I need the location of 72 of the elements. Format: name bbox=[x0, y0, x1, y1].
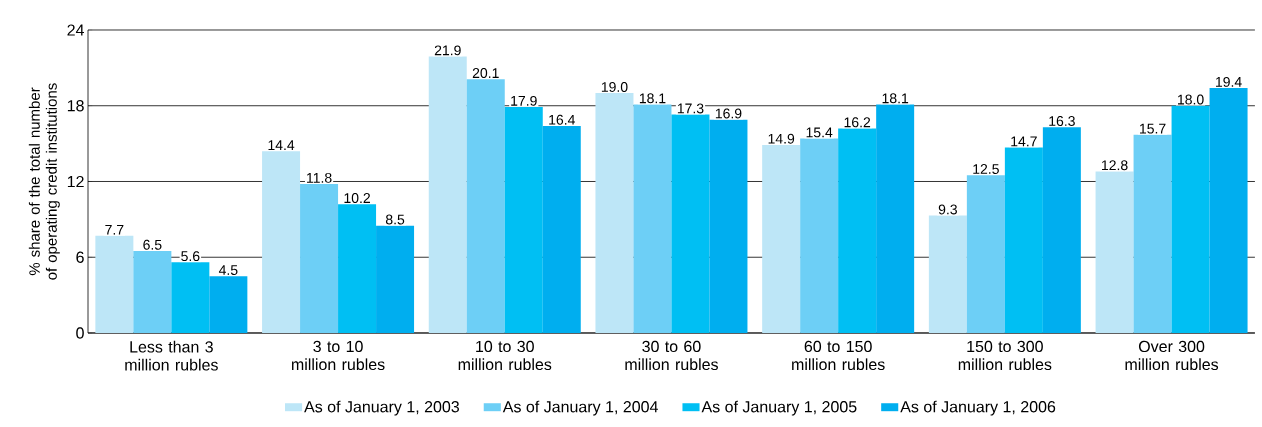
bar bbox=[542, 125, 581, 333]
bar bbox=[966, 175, 1005, 333]
bar bbox=[876, 104, 915, 333]
y-tick-label: 12 bbox=[67, 175, 84, 188]
bar bbox=[1171, 105, 1210, 333]
y-axis-title: % share of the total number of operating credit institutions bbox=[28, 83, 60, 280]
bar bbox=[633, 104, 672, 333]
legend-label: As of January 1, 2006 bbox=[900, 400, 1056, 416]
x-tick-label: Less than 3 million rubles bbox=[125, 340, 218, 371]
bar bbox=[95, 235, 134, 333]
bar bbox=[1004, 147, 1043, 333]
bar bbox=[504, 107, 543, 333]
bar bbox=[209, 276, 248, 333]
bar bbox=[762, 144, 801, 333]
bar bbox=[1095, 171, 1134, 333]
data-label: 12.8 bbox=[1102, 160, 1128, 171]
data-label: 21.9 bbox=[434, 45, 461, 56]
x-tick-label: 10 to 30 million rubles bbox=[458, 340, 552, 371]
data-label: 19.4 bbox=[1216, 76, 1242, 87]
bar bbox=[838, 128, 877, 333]
data-label: 16.2 bbox=[844, 117, 871, 128]
bar bbox=[671, 114, 710, 333]
data-label: 14.4 bbox=[268, 140, 295, 150]
legend-label: As of January 1, 2005 bbox=[701, 400, 857, 416]
bar bbox=[800, 138, 839, 333]
data-label: 18.1 bbox=[639, 93, 666, 104]
data-label: 16.4 bbox=[549, 114, 575, 125]
data-label: 8.5 bbox=[385, 214, 405, 225]
data-label: 10.2 bbox=[344, 193, 370, 204]
data-label: 17.9 bbox=[511, 95, 537, 106]
data-label: 20.1 bbox=[472, 68, 499, 79]
data-label: 16.9 bbox=[715, 108, 742, 119]
legend-label: As of January 1, 2004 bbox=[502, 400, 658, 416]
data-label: 6.5 bbox=[143, 239, 162, 250]
x-tick-label: 60 to 150 million rubles bbox=[792, 340, 885, 371]
y-tick-label: 0 bbox=[76, 327, 84, 339]
x-tick-label: 30 to 60 million rubles bbox=[625, 340, 718, 371]
data-label: 7.7 bbox=[105, 224, 124, 235]
bar bbox=[262, 151, 301, 333]
bar bbox=[133, 250, 172, 333]
bar bbox=[300, 184, 339, 333]
y-tick-label: 6 bbox=[76, 251, 84, 263]
data-label: 15.4 bbox=[806, 127, 833, 138]
data-label: 12.5 bbox=[973, 164, 999, 174]
data-label: 9.3 bbox=[938, 204, 957, 215]
y-tick-label: 24 bbox=[67, 24, 84, 36]
bar bbox=[338, 204, 377, 333]
bar bbox=[928, 215, 967, 333]
bar bbox=[428, 56, 467, 333]
bar bbox=[1133, 134, 1172, 333]
data-label: 19.0 bbox=[601, 81, 628, 92]
legend-label: As of January 1, 2003 bbox=[304, 400, 459, 416]
data-label: 18.0 bbox=[1178, 94, 1204, 105]
data-label: 15.7 bbox=[1140, 123, 1166, 134]
bar bbox=[1209, 88, 1248, 333]
data-label: 14.7 bbox=[1011, 136, 1037, 147]
bar bbox=[709, 119, 748, 333]
data-label: 16.3 bbox=[1049, 116, 1075, 127]
bar bbox=[466, 79, 505, 333]
y-tick-label: 18 bbox=[67, 100, 84, 112]
x-tick-label: Over 300 million rubles bbox=[1125, 340, 1219, 371]
data-label: 11.8 bbox=[307, 172, 332, 183]
x-tick-label: 3 to 10 million rubles bbox=[292, 340, 385, 371]
data-label: 4.5 bbox=[218, 265, 238, 275]
bar bbox=[595, 93, 634, 333]
bar bbox=[376, 225, 415, 333]
bar bbox=[1042, 127, 1081, 333]
data-label: 17.3 bbox=[677, 103, 704, 114]
x-tick-label: 150 to 300 million rubles bbox=[958, 340, 1052, 371]
data-label: 14.9 bbox=[768, 133, 795, 144]
data-label: 5.6 bbox=[181, 251, 200, 262]
data-label: 18.1 bbox=[882, 93, 909, 104]
